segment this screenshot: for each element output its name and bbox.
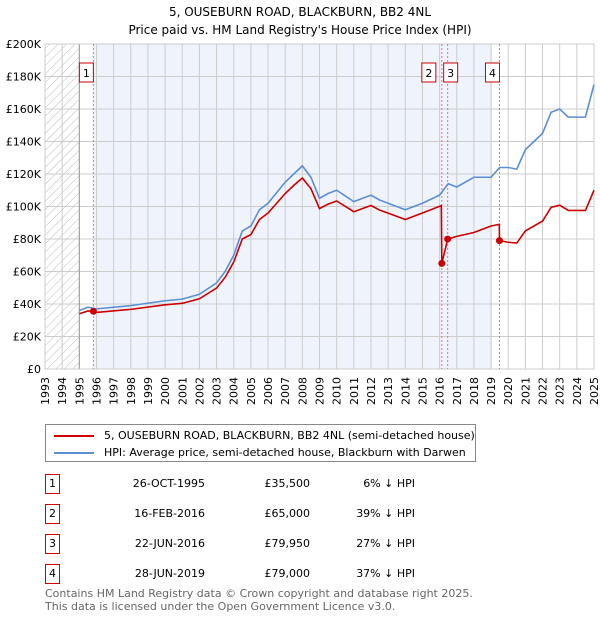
y-tick-label: £20K [13,331,42,344]
sale-point [89,307,97,315]
sale-point [444,235,452,243]
transaction-hpi-diff: 37% ↓ HPI [356,567,415,580]
y-tick-label: £180K [6,71,42,84]
x-tick-label: 1998 [125,377,138,405]
x-tick-label: 2004 [228,377,241,405]
sale-label: 1 [83,67,90,80]
x-tick-label: 2006 [262,377,275,405]
transaction-date: 22-JUN-2016 [134,537,205,550]
x-tick-label: 2015 [416,377,429,405]
sale-label: 2 [425,67,432,80]
transaction-price: £65,000 [264,507,311,520]
x-tick-label: 2021 [519,377,532,405]
x-tick-label: 2013 [382,377,395,405]
plot-frame [44,43,595,370]
x-tick-label: 2011 [348,377,361,405]
sale-label-box [443,62,459,83]
x-tick-label: 2009 [314,377,327,405]
x-tick-label: 2012 [365,377,378,405]
y-tick-label: £160K [6,103,42,116]
y-tick-label: £0 [27,363,41,376]
x-tick-label: 2005 [245,377,258,405]
transaction-number: 3 [45,534,60,554]
transaction-hpi-diff: 39% ↓ HPI [356,507,415,520]
x-tick-label: 2018 [468,377,481,405]
legend-hpi-swatch [54,451,94,454]
y-tick-label: £120K [6,168,42,181]
sale-point [495,237,503,245]
transaction-row: 4 28-JUN-2019 £79,000 37% ↓ HPI [45,564,425,584]
legend-property-label: 5, OUSEBURN ROAD, BLACKBURN, BB2 4NL (se… [104,429,475,442]
sale-label-box [421,62,437,83]
x-tick-label: 2007 [279,377,292,405]
sale-label-box [78,62,94,83]
chart-subtitle: Price paid vs. HM Land Registry's House … [128,23,471,37]
y-tick-label: £40K [13,298,42,311]
price-chart: 5, OUSEBURN ROAD, BLACKBURN, BB2 4NL Pri… [6,5,600,405]
legend: 5, OUSEBURN ROAD, BLACKBURN, BB2 4NL (se… [45,424,476,462]
transaction-row: 3 22-JUN-2016 £79,950 27% ↓ HPI [45,534,425,554]
x-tick-label: 1997 [108,377,121,405]
x-tick-label: 1994 [56,377,69,405]
x-tick-label: 2023 [554,377,567,405]
transaction-price: £35,500 [264,477,311,490]
transaction-date: 26-OCT-1995 [132,477,205,490]
y-tick-label: £100K [6,201,42,214]
x-tick-label: 2016 [434,377,447,405]
legend-hpi-label: HPI: Average price, semi-detached house,… [104,446,466,459]
x-tick-label: 2025 [588,377,600,405]
transaction-number: 4 [45,564,60,584]
x-tick-label: 2019 [485,377,498,405]
x-tick-label: 1996 [90,377,103,405]
sale-label-box [484,62,500,83]
chart-title: 5, OUSEBURN ROAD, BLACKBURN, BB2 4NL [169,5,431,19]
transaction-price: £79,950 [264,537,311,550]
property-line [79,176,595,315]
sale-label: 3 [447,67,454,80]
transaction-row: 2 16-FEB-2016 £65,000 39% ↓ HPI [45,504,425,524]
footer: Contains HM Land Registry data © Crown c… [45,587,473,613]
hpi-line [79,84,595,312]
footer-line-1: Contains HM Land Registry data © Crown c… [45,587,473,600]
x-tick-label: 2017 [451,377,464,405]
footer-line-2: This data is licensed under the Open Gov… [45,600,396,613]
y-tick-label: £60K [13,266,42,279]
x-tick-label: 2010 [331,377,344,405]
sale-label: 4 [489,67,496,80]
y-tick-label: £200K [6,38,42,51]
x-tick-label: 2022 [537,377,550,405]
y-tick-label: £80K [13,233,42,246]
sale-point [438,259,446,267]
x-tick-label: 2001 [176,377,189,405]
transaction-row: 1 26-OCT-1995 £35,500 6% ↓ HPI [45,474,425,494]
x-tick-label: 2003 [211,377,224,405]
x-tick-label: 1999 [142,377,155,405]
transaction-date: 16-FEB-2016 [134,507,205,520]
x-tick-label: 2002 [193,377,206,405]
transaction-price: £79,000 [264,567,311,580]
x-tick-label: 2020 [502,377,515,405]
x-tick-label: 2008 [296,377,309,405]
y-tick-label: £140K [6,136,42,149]
legend-property-swatch [54,434,94,437]
x-tick-label: 1993 [39,377,52,405]
x-tick-label: 2024 [571,377,584,405]
transaction-number: 2 [45,504,60,524]
x-tick-label: 2000 [159,377,172,405]
x-tick-label: 1995 [73,377,86,405]
transaction-number: 1 [45,474,60,494]
transaction-date: 28-JUN-2019 [134,567,205,580]
transaction-hpi-diff: 6% ↓ HPI [363,477,415,490]
x-tick-label: 2014 [399,377,412,405]
transaction-hpi-diff: 27% ↓ HPI [356,537,415,550]
